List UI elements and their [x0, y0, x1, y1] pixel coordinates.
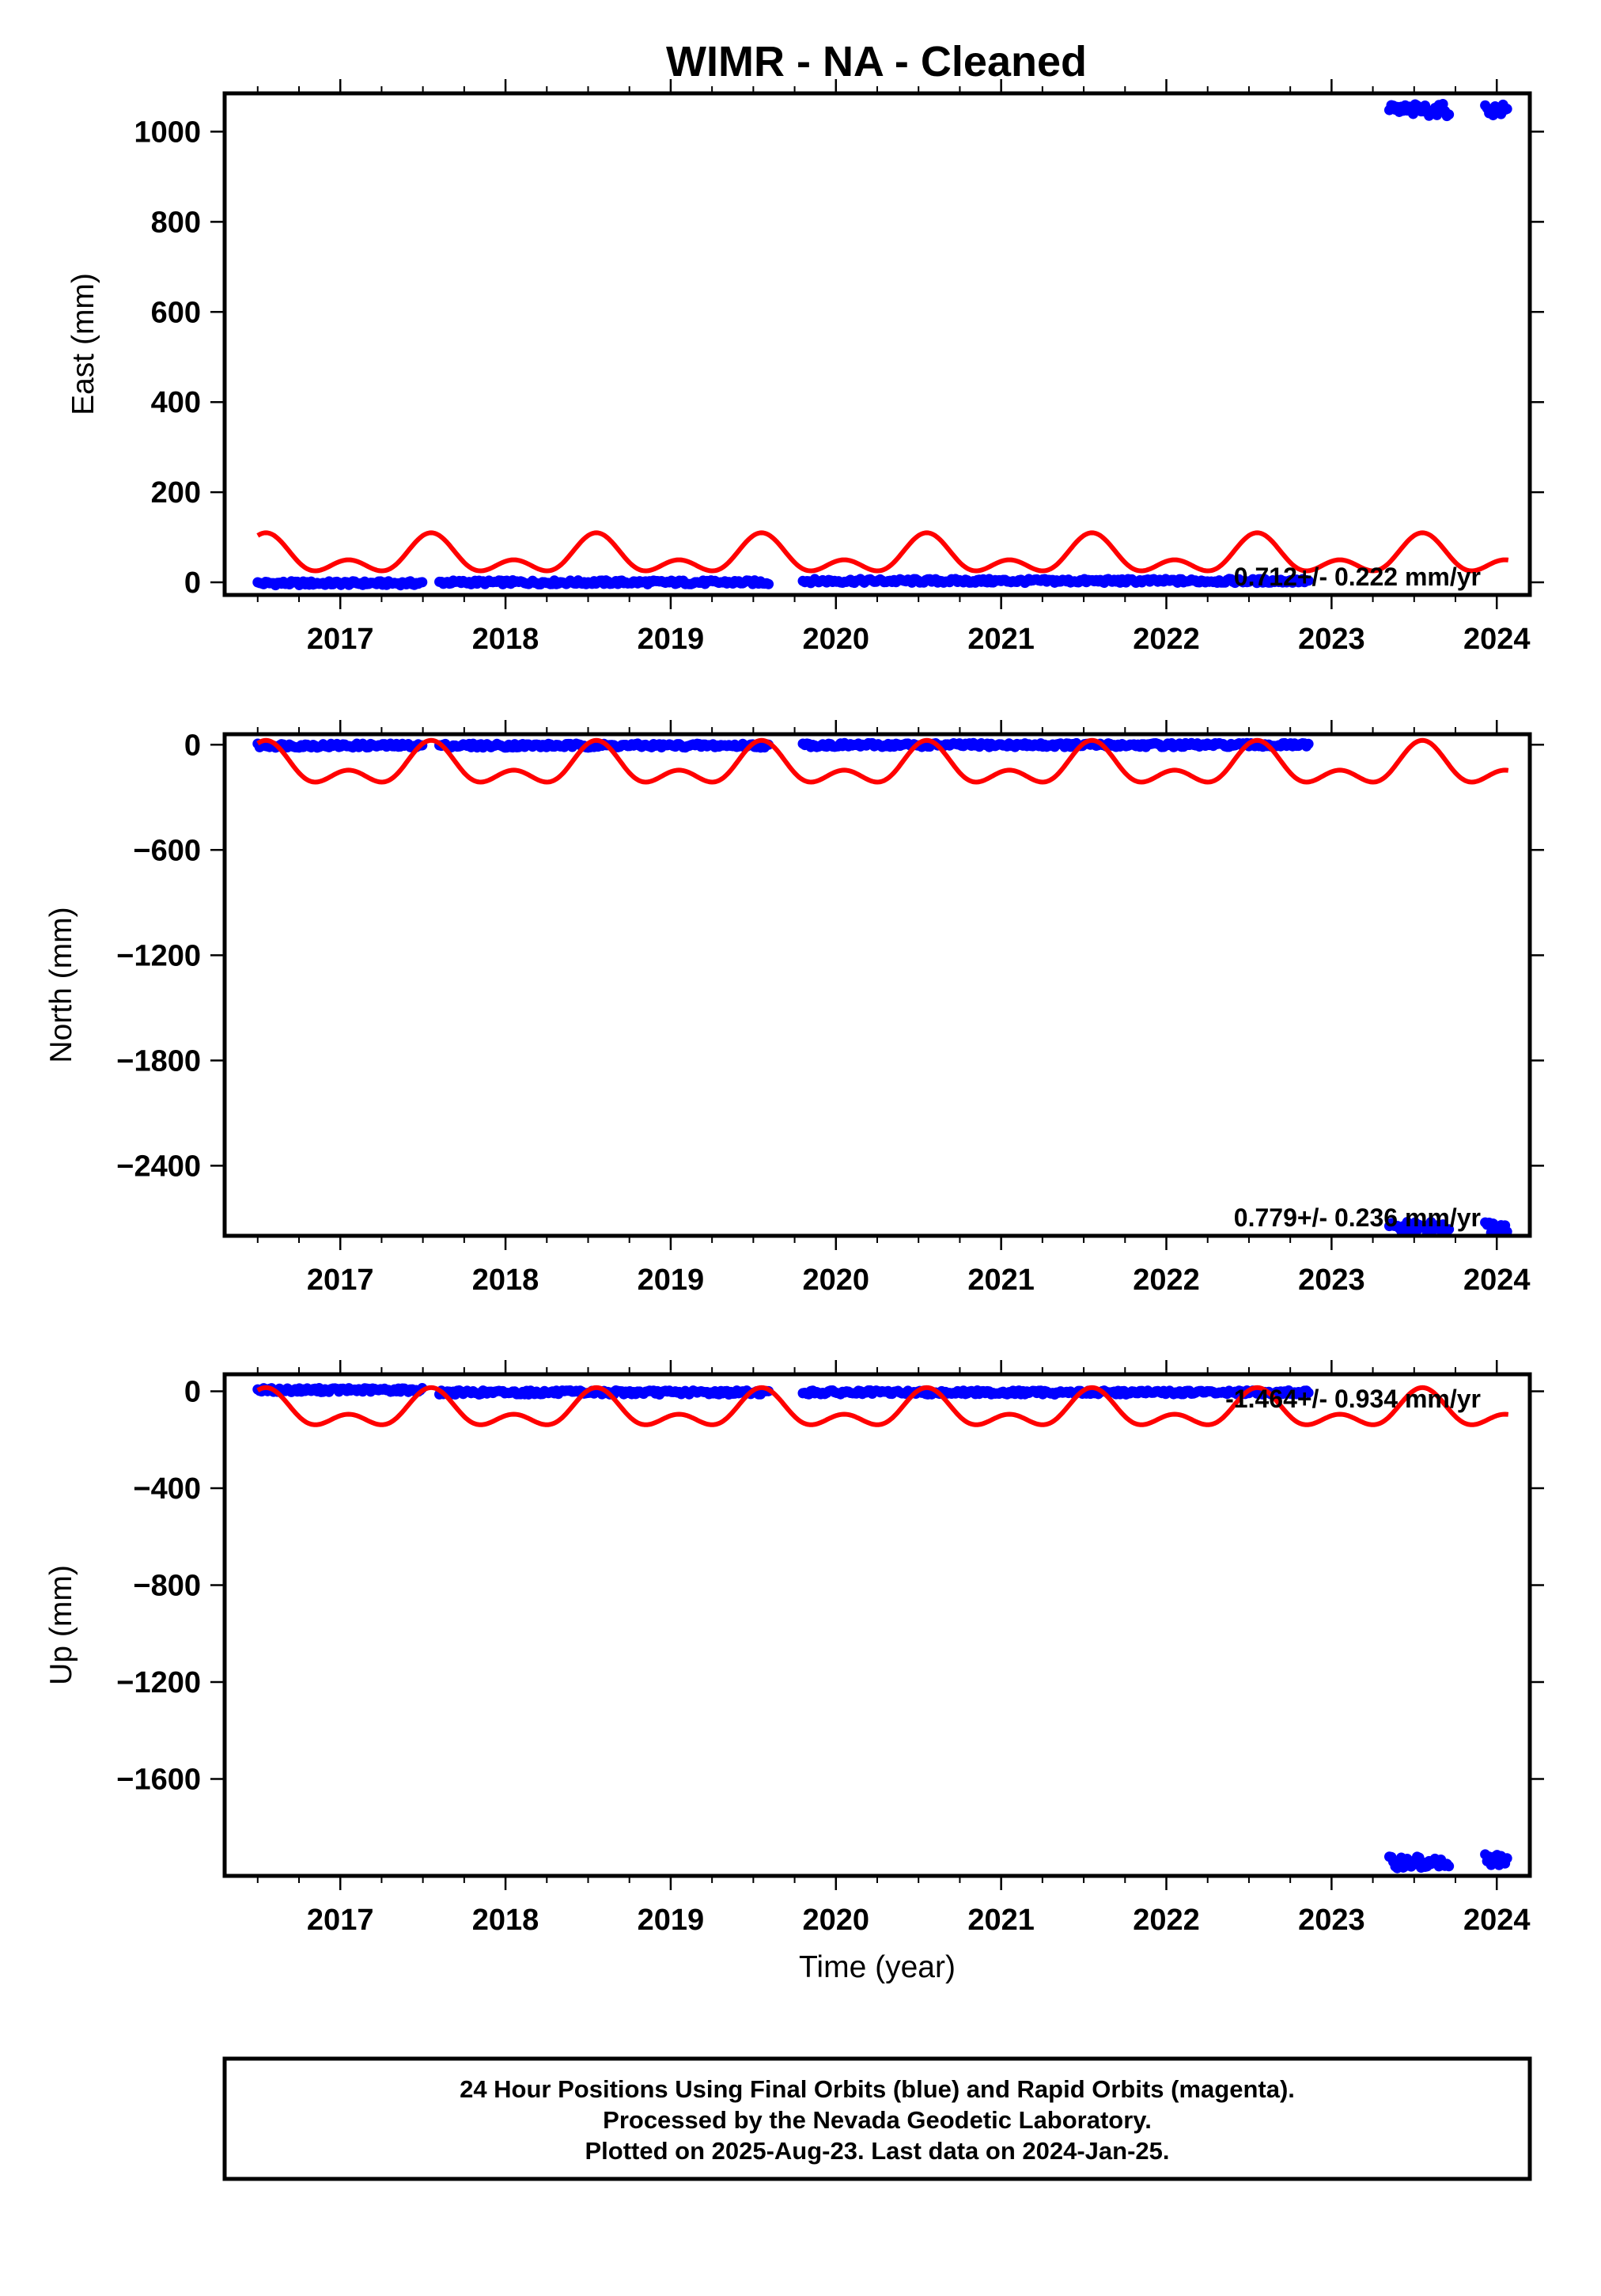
y-tick-label: 0: [184, 729, 201, 762]
position-dot: [763, 578, 774, 589]
rate-label: 0.779+/- 0.236 mm/yr: [1234, 1203, 1481, 1232]
y-axis-label: North (mm): [44, 907, 78, 1063]
position-dot: [1501, 104, 1512, 115]
seasonal-model-curve: [256, 737, 1509, 785]
footer-line-1: 24 Hour Positions Using Final Orbits (bl…: [460, 2075, 1295, 2103]
x-tick-label: 2024: [1463, 1904, 1531, 1937]
x-tick-label: 2019: [638, 1904, 705, 1937]
position-dot: [1444, 1861, 1455, 1872]
position-dot: [1501, 1226, 1512, 1236]
position-dot: [1444, 109, 1455, 120]
seasonal-model-curve: [256, 1385, 1509, 1427]
panel-frame: [222, 1372, 1532, 1878]
y-tick-label: 600: [151, 296, 201, 329]
y-tick-label: −800: [133, 1569, 201, 1602]
x-tick-label: 2021: [967, 1264, 1035, 1297]
y-tick-label: −1800: [116, 1044, 201, 1078]
x-tick-label: 2022: [1133, 1264, 1200, 1297]
x-tick-label: 2023: [1298, 1264, 1365, 1297]
x-tick-label: 2017: [307, 1264, 374, 1297]
x-axis-label: Time (year): [799, 1950, 956, 1984]
y-tick-label: −600: [133, 834, 201, 867]
y-tick-label: −1600: [116, 1763, 201, 1796]
up-panel: 2017 2018 2019 2020 2021 2022 2023 2024 0 −400 −80…: [44, 1360, 1544, 1984]
panel-frame: [222, 91, 1532, 597]
y-tick-label: −2400: [116, 1150, 201, 1183]
x-tick-label: 2017: [307, 623, 374, 656]
position-dot: [1501, 1853, 1512, 1864]
y-tick-label: 0: [184, 1375, 201, 1408]
x-tick-label: 2018: [472, 1904, 539, 1937]
y-tick-label: 800: [151, 206, 201, 239]
y-tick-label: 0: [184, 566, 201, 600]
footer-line-3: Plotted on 2025-Aug-23. Last data on 202…: [585, 2137, 1169, 2165]
x-tick-label: 2021: [967, 623, 1035, 656]
x-tick-label: 2020: [803, 1904, 870, 1937]
y-axis-label: East (mm): [66, 273, 100, 415]
panel-frame: [222, 732, 1532, 1238]
x-tick-label: 2018: [472, 623, 539, 656]
north-panel: 2017 2018 2019 2020 2021 2022 2023 2024 0 −600 −12…: [44, 720, 1544, 1297]
x-tick-label: 2020: [803, 1264, 870, 1297]
x-tick-label: 2023: [1298, 1904, 1365, 1937]
east-panel: 2017 2018 2019 2020 2021 2022 2023 2024 0 200 400 6…: [66, 79, 1544, 656]
plot-area: [252, 1382, 1512, 1874]
x-tick-label: 2023: [1298, 623, 1365, 656]
y-axis-label: Up (mm): [44, 1565, 78, 1685]
footer-line-2: Processed by the Nevada Geodetic Laborat…: [603, 2106, 1152, 2134]
plot-area: [252, 737, 1512, 1236]
position-dot: [1444, 1224, 1455, 1235]
x-tick-label: 2020: [803, 623, 870, 656]
x-tick-label: 2019: [638, 1264, 705, 1297]
x-tick-label: 2022: [1133, 1904, 1200, 1937]
y-tick-label: −1200: [116, 939, 201, 972]
y-tick-label: 400: [151, 386, 201, 419]
x-tick-label: 2022: [1133, 623, 1200, 656]
x-tick-label: 2024: [1463, 623, 1531, 656]
position-dot: [1303, 575, 1314, 586]
footer-box: 24 Hour Positions Using Final Orbits (bl…: [222, 2056, 1532, 2181]
y-tick-label: −400: [133, 1472, 201, 1506]
position-dot: [1303, 738, 1314, 749]
x-tick-label: 2017: [307, 1904, 374, 1937]
x-tick-label: 2019: [638, 623, 705, 656]
x-tick-label: 2018: [472, 1264, 539, 1297]
position-dot: [1303, 1387, 1314, 1398]
y-tick-label: 1000: [134, 116, 201, 149]
rate-label: -1.464+/- 0.934 mm/yr: [1225, 1385, 1481, 1413]
y-tick-label: 200: [151, 476, 201, 510]
rate-label: 0.712+/- 0.222 mm/yr: [1234, 563, 1481, 591]
plot-area: [252, 98, 1512, 591]
chart-title: WIMR - NA - Cleaned: [666, 38, 1087, 85]
y-tick-label: −1200: [116, 1666, 201, 1699]
footer-border: [222, 2056, 1532, 2181]
seasonal-model-curve: [256, 530, 1509, 574]
x-tick-label: 2021: [967, 1904, 1035, 1937]
x-tick-label: 2024: [1463, 1264, 1531, 1297]
position-dot: [417, 577, 428, 588]
